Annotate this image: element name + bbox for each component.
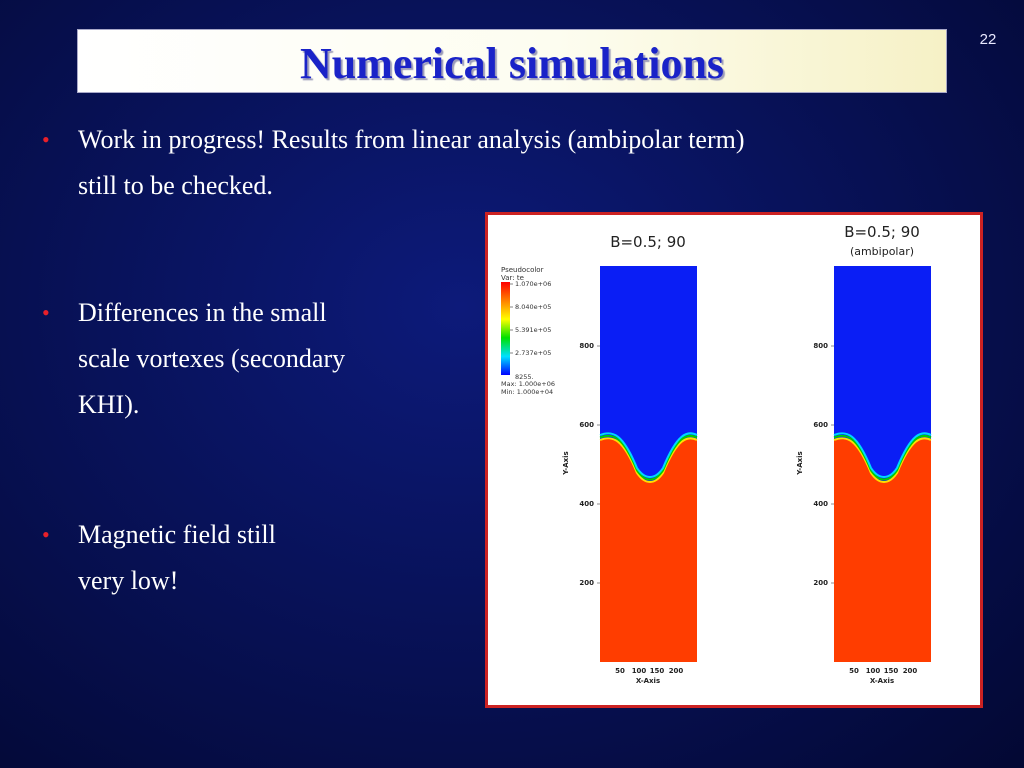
bullet-2-line-3: KHI). xyxy=(78,390,140,419)
legend-title: Pseudocolor xyxy=(501,266,544,274)
y-tick: 200 xyxy=(813,579,828,587)
bullet-marker: • xyxy=(42,522,50,547)
x-axis-label: X-Axis xyxy=(636,677,660,685)
y-axis-label: Y-Axis xyxy=(562,451,570,475)
colorbar-legend: Pseudocolor Var: te 1.070e+06 8.040e+05 … xyxy=(501,266,555,396)
plot-panel-2: B=0.5; 90 (ambipolar) 800 600 400 200 Y-… xyxy=(796,223,932,685)
x-tick: 150 xyxy=(650,667,665,675)
bullet-2-line-2: scale vortexes (secondary xyxy=(78,344,346,373)
x-tick: 100 xyxy=(632,667,647,675)
bullet-marker: • xyxy=(42,127,50,152)
bullet-1-line-1: Work in progress! Results from linear an… xyxy=(78,125,745,154)
panel-1-title: B=0.5; 90 xyxy=(610,233,686,251)
bullet-1-line-2: still to be checked. xyxy=(78,171,273,200)
colorbar xyxy=(501,282,510,375)
panel-2-subtitle: (ambipolar) xyxy=(850,245,914,258)
x-tick: 100 xyxy=(866,667,881,675)
y-tick: 600 xyxy=(813,421,828,429)
y-tick: 400 xyxy=(813,500,828,508)
panel-2-title: B=0.5; 90 xyxy=(844,223,920,241)
slide-title: Numerical simulations xyxy=(299,39,725,88)
y-axis-label: Y-Axis xyxy=(796,451,804,475)
simulation-plots: Pseudocolor Var: te 1.070e+06 8.040e+05 … xyxy=(501,223,932,685)
y-tick: 200 xyxy=(579,579,594,587)
legend-tick: 2.737e+05 xyxy=(515,349,551,357)
simulation-figure: Pseudocolor Var: te 1.070e+06 8.040e+05 … xyxy=(485,212,983,708)
legend-var: Var: te xyxy=(501,274,524,282)
region-lower xyxy=(600,438,697,662)
bullet-3-line-1: Magnetic field still xyxy=(78,520,276,549)
legend-min: Min: 1.000e+04 xyxy=(501,388,553,396)
x-tick: 150 xyxy=(884,667,899,675)
legend-tick: 8255. xyxy=(515,373,534,381)
legend-tick: 1.070e+06 xyxy=(515,280,551,288)
x-axis-label: X-Axis xyxy=(870,677,894,685)
legend-tick: 5.391e+05 xyxy=(515,326,551,334)
x-tick: 200 xyxy=(669,667,684,675)
plot-panel-1: B=0.5; 90 800 600 400 200 Y-Axis 50 100 … xyxy=(562,233,698,685)
title-box: Numerical simulations xyxy=(77,29,947,93)
y-tick: 800 xyxy=(813,342,828,350)
x-tick: 50 xyxy=(615,667,625,675)
y-tick: 800 xyxy=(579,342,594,350)
x-tick: 50 xyxy=(849,667,859,675)
bullet-marker: • xyxy=(42,300,50,325)
bullet-2-line-1: Differences in the small xyxy=(78,298,327,327)
x-tick: 200 xyxy=(903,667,918,675)
y-tick: 400 xyxy=(579,500,594,508)
bullet-3-line-2: very low! xyxy=(78,566,179,595)
region-lower xyxy=(834,438,931,662)
legend-tick: 8.040e+05 xyxy=(515,303,551,311)
legend-max: Max: 1.000e+06 xyxy=(501,380,555,388)
slide-number: 22 xyxy=(979,31,997,48)
y-tick: 600 xyxy=(579,421,594,429)
